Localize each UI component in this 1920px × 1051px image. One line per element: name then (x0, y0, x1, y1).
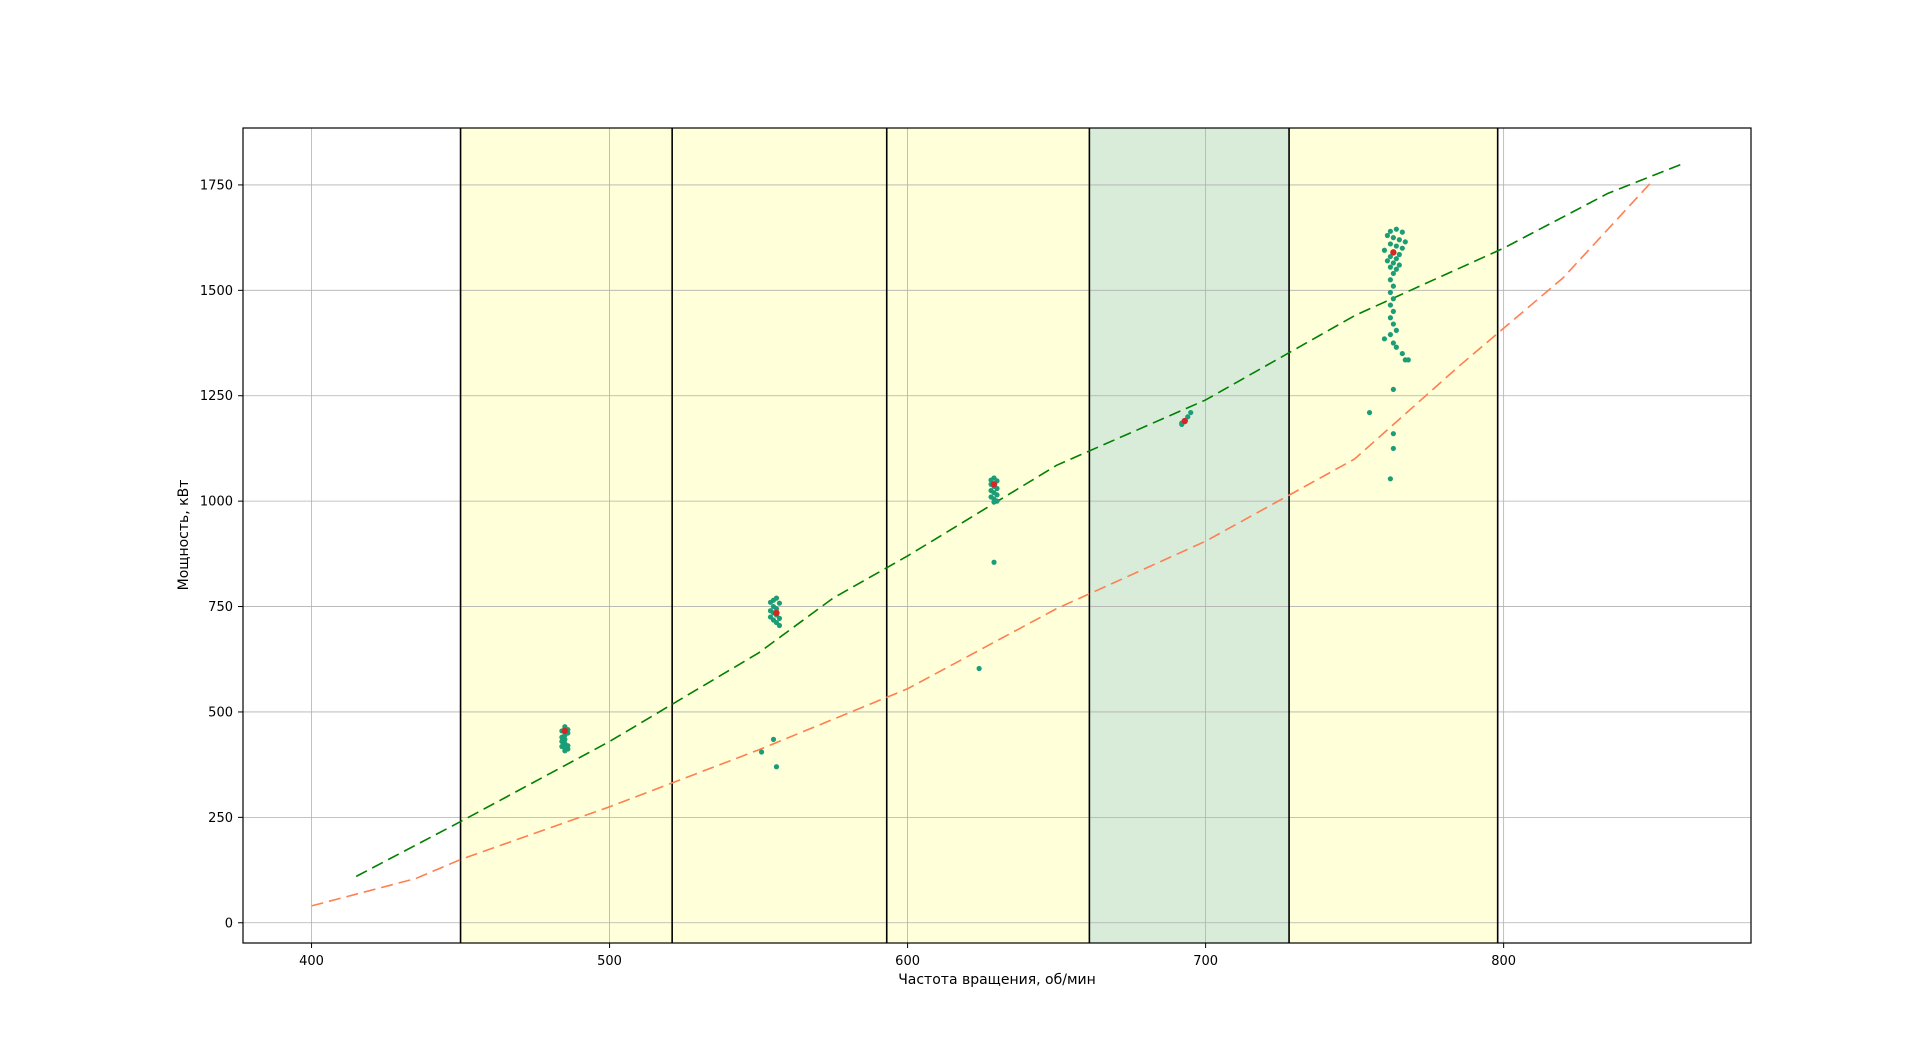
scatter-point (1393, 327, 1399, 333)
scatter-point (1390, 431, 1396, 437)
scatter-point (1393, 226, 1399, 232)
x-tick-label: 600 (895, 954, 920, 969)
scatter-point (1393, 256, 1399, 262)
scatter-point (1393, 344, 1399, 350)
scatter-point (1402, 239, 1408, 245)
band-boundaries (459, 128, 1499, 943)
scatter-point (1387, 241, 1393, 247)
plot-frame (242, 127, 1752, 944)
scatter-point (1390, 321, 1396, 327)
scatter-point (991, 499, 997, 505)
curves (311, 163, 1683, 907)
scatter-point (976, 665, 982, 672)
scatter-point (1390, 283, 1396, 289)
mean-point (561, 727, 569, 735)
scatter-point (758, 749, 765, 755)
scatter-point (1387, 302, 1393, 308)
scatter-point (1390, 260, 1396, 266)
scatter-point (1390, 386, 1396, 393)
x-tick-label: 800 (1491, 954, 1516, 969)
scatter-point (1366, 409, 1373, 416)
scatter-point (1384, 258, 1391, 264)
y-tick-label: 1250 (200, 389, 233, 404)
y-tick-label: 0 (225, 916, 233, 931)
scatter-point (1393, 243, 1399, 249)
x-tick-label: 700 (1193, 954, 1218, 969)
y-tick-label: 1750 (200, 178, 233, 193)
y-tick-label: 500 (208, 705, 233, 720)
band-3 (886, 128, 1090, 943)
scatter-point (1390, 270, 1396, 277)
scatter-point (1188, 409, 1194, 416)
scatter-point (1390, 235, 1396, 241)
scatter-point (1185, 414, 1191, 420)
scatter-point (770, 736, 777, 742)
y-tick-label: 1500 (200, 284, 233, 299)
scatter-point (1390, 445, 1396, 452)
scatter-point (1381, 336, 1388, 342)
mean-point (773, 609, 780, 617)
band-2 (672, 128, 887, 943)
scatter-point (1384, 232, 1391, 239)
mean-point (1181, 417, 1188, 425)
y-tick-label: 250 (208, 811, 233, 826)
y-axis-label: Мощность, кВт (176, 480, 192, 591)
scatter-point (1387, 476, 1393, 482)
scatter-point (1396, 251, 1402, 258)
band-4 (1089, 128, 1290, 943)
y-tick-label: 1000 (200, 495, 233, 510)
scatter-point (773, 764, 780, 770)
scatter-point (1393, 266, 1399, 272)
scatter-point (1399, 229, 1405, 235)
mean-points (561, 249, 1397, 735)
curve-1-line (355, 163, 1683, 878)
scatter-point (991, 559, 997, 565)
scatter-point (1387, 289, 1393, 296)
scatter-point (1381, 247, 1388, 253)
scatter-point (1396, 237, 1402, 243)
scatter-point (767, 599, 774, 605)
scatter-point (1387, 264, 1393, 270)
scatter-point (1387, 315, 1393, 321)
x-axis-label: Частота вращения, об/мин (898, 972, 1096, 988)
scatter-point (1399, 245, 1405, 251)
scatter-point (776, 600, 783, 606)
y-axis-ticks: 0 250 500 750 1000 1250 1500 1750 (200, 178, 243, 931)
band-1 (460, 128, 673, 943)
x-tick-label: 500 (597, 954, 622, 969)
scatter-point (1387, 331, 1393, 338)
scatter-point (1387, 277, 1393, 283)
scatter-point (1390, 340, 1396, 346)
scatter-point (994, 492, 1000, 498)
scatter-point (1390, 296, 1396, 302)
scatter-point (994, 485, 1000, 492)
x-axis-ticks: 400 500 600 700 800 (299, 943, 1516, 969)
curve-2-line (311, 180, 1654, 907)
scatter-point (776, 615, 783, 621)
scatter-point (562, 748, 568, 754)
scatter-series (559, 226, 1411, 770)
scatter-point (1387, 253, 1393, 260)
x-tick-label: 400 (299, 954, 324, 969)
scatter-point (1390, 308, 1396, 315)
speed-bands (460, 128, 1498, 943)
scatter-point (1396, 262, 1402, 268)
y-tick-label: 750 (208, 600, 233, 615)
mean-point (990, 481, 998, 488)
scatter-point (1399, 350, 1405, 357)
scatter-point (1405, 357, 1411, 363)
mean-point (1390, 249, 1397, 256)
scatter-point (773, 595, 780, 601)
scatter-point (1387, 228, 1393, 234)
scatter-point (776, 622, 783, 629)
